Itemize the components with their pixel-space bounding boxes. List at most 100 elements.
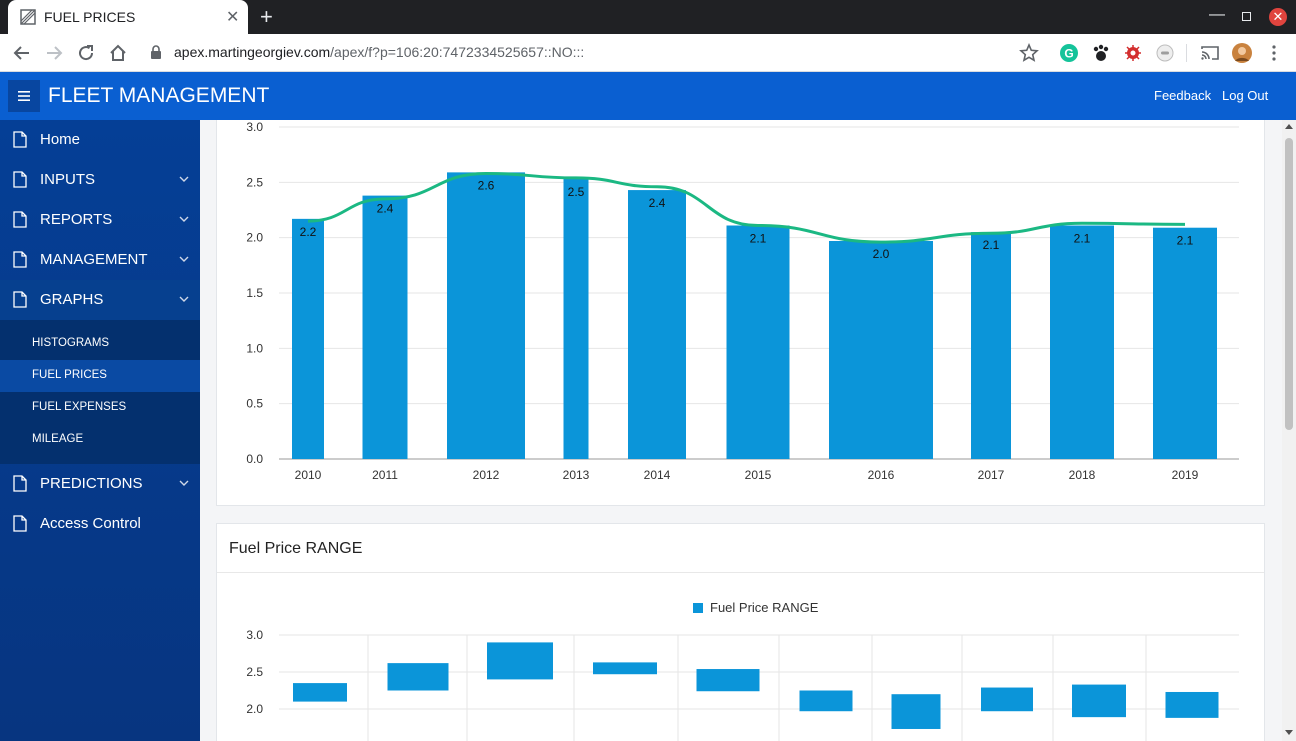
chart-legend[interactable]: Fuel Price RANGE [693,600,818,615]
x-tick-label: 2016 [868,468,895,482]
y-tick-label: 3.0 [246,628,263,642]
x-tick-label: 2012 [473,468,500,482]
bar-data-label: 2.1 [983,238,1000,252]
y-tick-label: 2.0 [246,702,263,716]
toolbar-divider [1186,44,1187,62]
chevron-down-icon[interactable] [178,213,190,225]
page-icon [13,251,27,268]
bar-data-label: 2.1 [1177,234,1194,248]
sidebar-subitem-label: FUEL PRICES [32,369,107,381]
legend-swatch [693,603,703,613]
sidebar-item-label: PREDICTIONS [40,475,143,492]
extension-bug-icon[interactable] [1123,43,1143,63]
window-maximize-button[interactable] [1242,12,1251,21]
chevron-down-icon[interactable] [178,477,190,489]
sidebar-item-label: INPUTS [40,171,96,188]
forward-arrow-icon[interactable] [43,42,65,64]
sidebar-subitem-histograms[interactable]: HISTOGRAMS [0,328,200,360]
bar-data-label: 2.2 [300,225,317,239]
range-bar [981,687,1033,712]
scroll-up-arrow[interactable] [1285,124,1293,129]
grammarly-extension-icon[interactable]: G [1059,43,1079,63]
range-bar [799,690,853,712]
bar [1050,225,1114,459]
range-bar [696,669,760,692]
bar-data-label: 2.4 [649,196,666,210]
page-scrollbar[interactable] [1282,120,1296,741]
scroll-thumb[interactable] [1285,138,1293,430]
bar [563,179,589,459]
sidebar-item-label: MANAGEMENT [40,251,148,268]
window-close-button[interactable]: ✕ [1269,8,1287,26]
page-favicon-icon [20,9,36,25]
chevron-down-icon[interactable] [178,293,190,305]
fuel-price-range-chart: 3.0 2.5 2.0 [246,628,1239,741]
extension-cloud-icon[interactable] [1155,43,1175,63]
fuel-price-range-card: Fuel Price RANGE Fuel Price RANGE 3.0 2.5… [216,523,1265,741]
extension-paw-icon[interactable] [1091,43,1111,63]
page-icon [13,515,27,532]
bar [726,225,790,459]
new-tab-button[interactable]: + [260,4,273,29]
url-path: /apex/f?p=106:20:7472334525657::NO::: [330,44,585,60]
range-bar [1072,684,1126,718]
browser-tab[interactable]: FUEL PRICES ✕ [8,0,248,34]
sidebar-item-graphs[interactable]: GRAPHS [0,280,200,320]
profile-avatar-icon[interactable] [1232,43,1252,63]
sidebar-item-label: REPORTS [40,211,113,228]
main-content: 3.0 2.5 2.0 1.5 1.0 0.5 0.0 2.2 2010 2.4 2011 2.6 20… [200,120,1282,741]
back-arrow-icon[interactable] [11,42,33,64]
lock-icon[interactable] [150,44,162,60]
x-tick-label: 2018 [1069,468,1096,482]
logout-link[interactable]: Log Out [1222,88,1269,103]
y-tick-label: 1.5 [246,286,263,300]
reload-icon[interactable] [75,42,97,64]
feedback-link[interactable]: Feedback [1154,88,1212,103]
y-tick-label: 1.0 [246,341,263,355]
tab-close-icon[interactable]: ✕ [226,9,240,26]
bar-data-label: 2.1 [1074,231,1091,245]
fuel-prices-chart-card: 3.0 2.5 2.0 1.5 1.0 0.5 0.0 2.2 2010 2.4 2011 2.6 20… [216,120,1265,506]
y-tick-label: 0.0 [246,452,263,466]
y-tick-label: 2.5 [246,665,263,679]
range-bar [891,694,941,729]
hamburger-menu-button[interactable] [8,80,40,112]
sidebar-item-label: Access Control [40,515,141,532]
address-bar[interactable]: apex.martingeorgiev.com/apex/f?p=106:20:… [174,44,584,60]
y-tick-label: 2.0 [246,231,263,245]
sidebar-item-label: GRAPHS [40,291,104,308]
bookmark-star-icon[interactable] [1019,43,1039,63]
home-icon[interactable] [107,42,129,64]
chevron-down-icon[interactable] [178,173,190,185]
sidebar-item-predictions[interactable]: PREDICTIONS [0,464,200,504]
x-tick-label: 2019 [1172,468,1199,482]
range-bar [487,642,553,680]
app-header: FLEET MANAGEMENT Feedback Log Out [0,72,1296,120]
bar [362,195,408,459]
scroll-down-arrow[interactable] [1285,730,1293,735]
sidebar-subitem-fuel-expenses[interactable]: FUEL EXPENSES [0,392,200,424]
y-tick-label: 3.0 [246,120,263,134]
bar [1153,227,1217,459]
y-tick-label: 2.5 [246,175,263,189]
window-minimize-button[interactable]: — [1209,6,1225,23]
x-tick-label: 2014 [644,468,671,482]
more-menu-icon[interactable] [1264,43,1284,63]
sidebar-item-management[interactable]: MANAGEMENT [0,240,200,280]
sidebar-item-inputs[interactable]: INPUTS [0,160,200,200]
bar-data-label: 2.4 [377,202,394,216]
sidebar-item-reports[interactable]: REPORTS [0,200,200,240]
cast-icon[interactable] [1200,43,1220,63]
sidebar-subitem-fuel-prices[interactable]: FUEL PRICES [0,360,200,392]
x-tick-label: 2013 [563,468,590,482]
sidebar-item-access-control[interactable]: Access Control [0,504,200,544]
sidebar-subitem-mileage[interactable]: MILEAGE [0,424,200,456]
range-bar [593,662,657,675]
trend-line [307,171,1186,244]
range-bar [1165,691,1219,718]
range-bar [293,683,347,702]
sidebar-item-home[interactable]: Home [0,120,200,160]
sidebar-subitem-label: MILEAGE [32,433,84,445]
chevron-down-icon[interactable] [178,253,190,265]
app-title[interactable]: FLEET MANAGEMENT [48,84,270,107]
